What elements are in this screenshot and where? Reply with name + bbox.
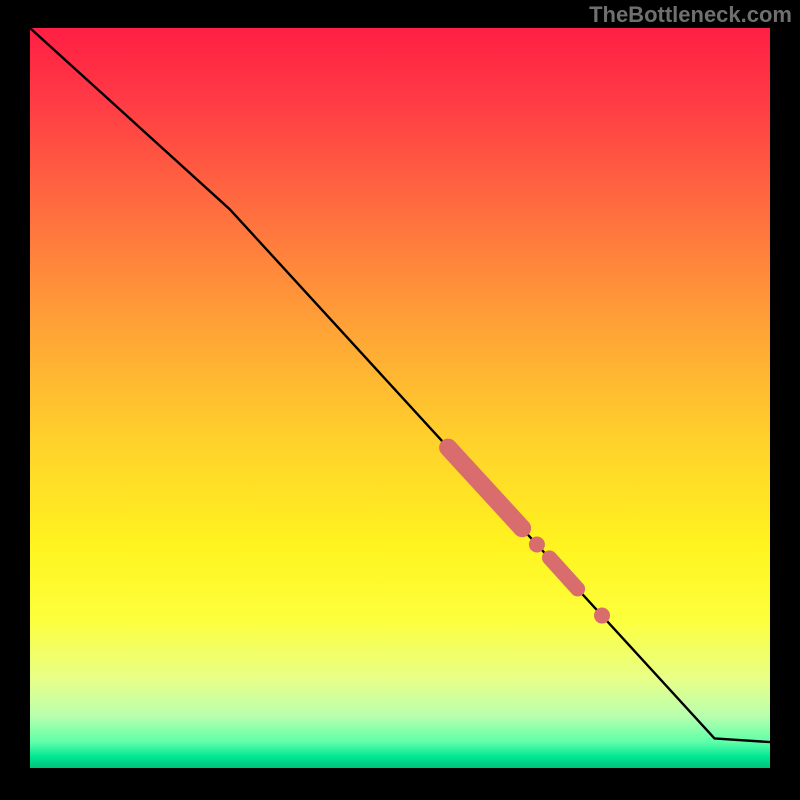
highlight-dot xyxy=(529,537,545,553)
chart-overlay xyxy=(30,28,770,768)
curve-line xyxy=(30,28,770,742)
highlight-segment xyxy=(549,558,577,589)
chart-canvas: TheBottleneck.com xyxy=(0,0,800,800)
highlight-dot xyxy=(594,608,610,624)
plot-area xyxy=(30,28,770,768)
watermark-text: TheBottleneck.com xyxy=(589,2,792,28)
highlight-segment xyxy=(448,448,522,529)
highlight-segments xyxy=(448,448,577,589)
